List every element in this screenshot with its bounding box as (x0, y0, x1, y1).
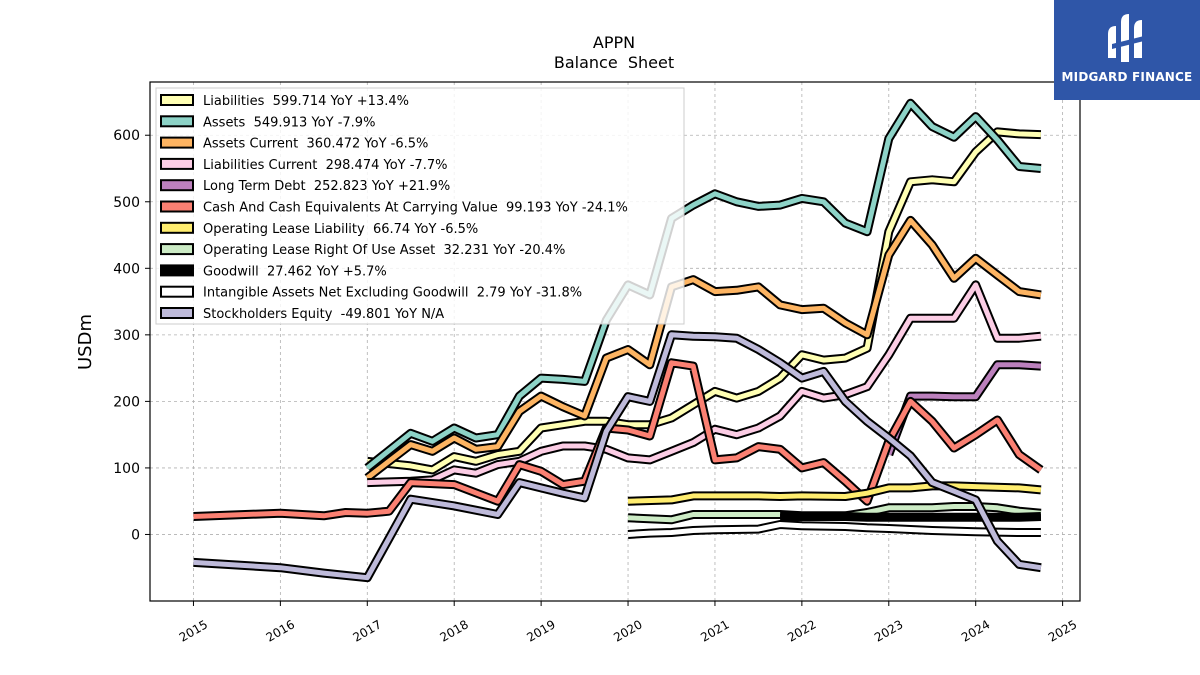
legend-swatch (160, 221, 194, 234)
legend-entry: Liabilities 599.714 YoY +13.4% (203, 94, 409, 109)
series-line (627, 483, 1042, 504)
series-layer (193, 98, 1044, 583)
x-tick-label: 2020 (611, 617, 644, 644)
x-tick-label: 2024 (959, 617, 992, 644)
chart-subtitle: Balance Sheet (554, 53, 674, 72)
x-tick-label: 2022 (785, 617, 818, 644)
brand-name: MIDGARD FINANCE (1061, 70, 1193, 84)
y-tick-label: 600 (113, 128, 140, 144)
legend-entry: Cash And Cash Equivalents At Carrying Va… (203, 201, 628, 216)
x-tick-label: 2023 (872, 617, 905, 644)
x-tick-label: 2021 (698, 617, 731, 644)
series-line (886, 362, 1042, 456)
legend-entry: Long Term Debt 252.823 YoY +21.9% (203, 179, 450, 194)
y-tick-label: 300 (113, 328, 140, 344)
series-line (193, 332, 1042, 581)
legend-entry: Operating Lease Right Of Use Asset 32.23… (203, 243, 565, 258)
y-tick-label: 100 (113, 461, 140, 477)
y-axis-label: USDm (75, 314, 96, 370)
legend-swatch (160, 200, 194, 213)
legend-swatch (160, 179, 194, 192)
y-tick-label: 400 (113, 261, 140, 277)
legend-entry: Liabilities Current 298.474 YoY -7.7% (203, 158, 447, 173)
x-tick-label: 2015 (177, 617, 210, 644)
x-tick-label: 2025 (1046, 617, 1079, 644)
legend-swatch (160, 94, 194, 106)
series-line (627, 522, 1041, 537)
legend-entry: Operating Lease Liability 66.74 YoY -6.5… (203, 222, 478, 237)
series-line (367, 129, 1041, 473)
legend-entry: Intangible Assets Net Excluding Goodwill… (203, 286, 582, 301)
chart-title: APPN (593, 33, 635, 52)
legend-swatch (160, 243, 194, 256)
y-axis: 0 100 200 300 400 500 600 (113, 128, 150, 543)
y-tick-label: 500 (113, 195, 140, 211)
x-tick-label: 2016 (264, 617, 297, 644)
legend-entry: Stockholders Equity -49.801 YoY N/A (203, 307, 444, 322)
legend-swatch (160, 285, 194, 298)
series-line (367, 282, 1042, 486)
legend-swatch (160, 307, 194, 319)
x-tick-label: 2017 (351, 617, 384, 644)
legend-entry: Assets 549.913 YoY -7.9% (203, 115, 375, 130)
x-tick-label: 2019 (524, 617, 557, 644)
x-tick-label: 2018 (437, 617, 470, 644)
legend-swatch (160, 157, 194, 170)
y-tick-label: 0 (131, 527, 140, 543)
plot-frame (149, 81, 1081, 602)
y-tick-label: 200 (113, 394, 140, 410)
series-line (365, 100, 1042, 470)
legend-box (155, 87, 685, 325)
series-line (193, 360, 1043, 519)
legend-entry: Assets Current 360.472 YoY -6.5% (203, 137, 428, 152)
midgard-logo-icon (1108, 14, 1144, 62)
legend-swatch (160, 115, 194, 128)
x-axis: 2015 2016 2017 2018 2019 2020 2021 2022 2023 2024… (177, 601, 1079, 645)
series-line (365, 217, 1042, 480)
legend-swatch (160, 264, 194, 277)
legend: Liabilities 599.714 YoY +13.4% Assets 549… (155, 87, 685, 325)
brand-badge: MIDGARD FINANCE (1054, 0, 1200, 100)
legend-swatch (160, 136, 194, 149)
series-line (780, 514, 1041, 520)
legend-entry: Goodwill 27.462 YoY +5.7% (203, 264, 387, 279)
